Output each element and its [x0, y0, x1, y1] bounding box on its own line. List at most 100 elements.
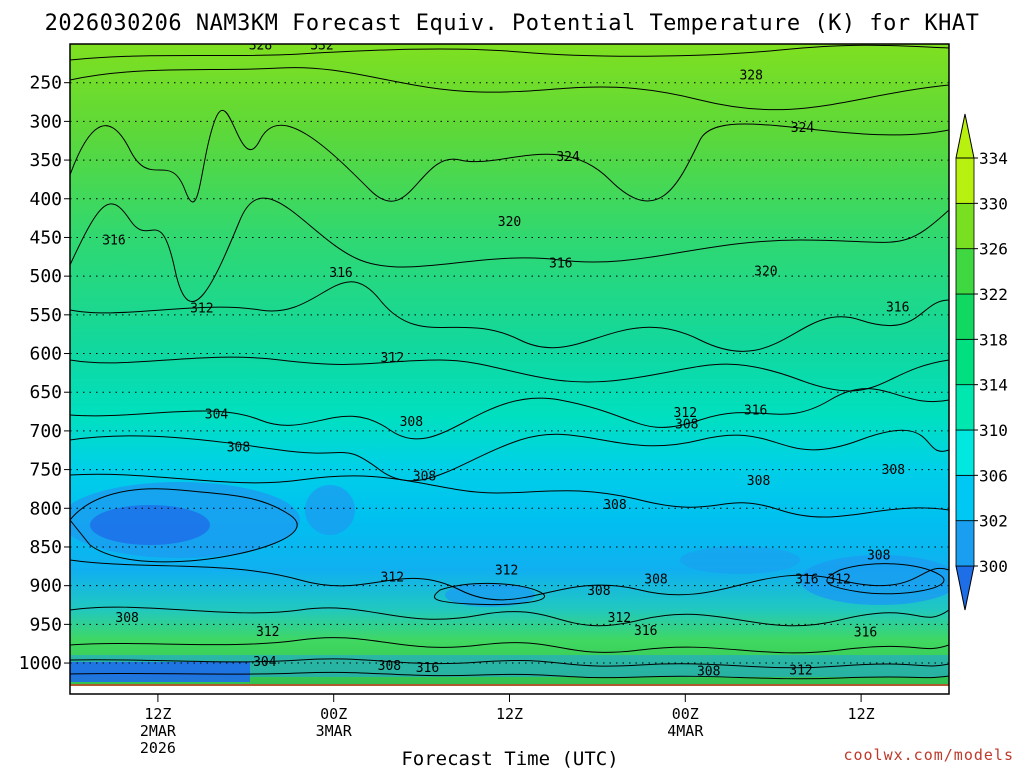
- y-tick-label: 900: [29, 576, 62, 597]
- contour-label: 332: [310, 38, 333, 53]
- contour-label: 316: [795, 572, 818, 587]
- y-tick-label: 650: [29, 382, 62, 403]
- colorbar-tick-label: 310: [979, 421, 1008, 440]
- colorbar-tick-label: 300: [979, 557, 1008, 576]
- y-tick-label: 700: [29, 421, 62, 442]
- contour-label: 312: [789, 664, 812, 679]
- contour-line: [70, 606, 949, 627]
- contour-label: 308: [115, 611, 138, 626]
- contour-label: 328: [739, 69, 762, 84]
- contour-label: 328: [249, 38, 272, 53]
- colorbar-segment: [955, 384, 975, 431]
- contour-label: 308: [644, 572, 667, 587]
- contour-label: 308: [675, 417, 698, 432]
- contour-label: 308: [587, 584, 610, 599]
- colorbar-tick-label: 306: [979, 466, 1008, 485]
- x-tick-label: 12Z: [848, 705, 875, 723]
- x-tick-label: 12Z: [496, 705, 523, 723]
- y-tick-label: 550: [29, 305, 62, 326]
- contour-label: 316: [886, 301, 909, 316]
- contour-label: 316: [634, 624, 657, 639]
- y-tick-label: 500: [29, 266, 62, 287]
- credit-text: coolwx.com/models: [843, 746, 1014, 764]
- contour-line: [70, 197, 949, 302]
- colorbar-segment: [955, 293, 975, 340]
- contour-label: 312: [674, 406, 697, 421]
- contour-line: [70, 671, 949, 680]
- contour-line: [70, 429, 949, 482]
- contour-label: 312: [827, 572, 850, 587]
- cold-pocket: [305, 485, 355, 535]
- colorbar-segment: [955, 474, 975, 522]
- y-tick-label: 800: [29, 498, 62, 519]
- contour-label: 308: [867, 548, 890, 563]
- contour-line: [70, 473, 949, 518]
- colorbar-tick-label: 334: [979, 149, 1008, 168]
- contour-label: 312: [381, 571, 404, 586]
- contour-label: 308: [378, 659, 401, 674]
- contour-line: [70, 356, 949, 392]
- contour-lines: [70, 44, 949, 680]
- colorbar-tick-label: 322: [979, 285, 1008, 304]
- y-tick-label: 450: [29, 227, 62, 248]
- contour-label: 304: [205, 407, 229, 422]
- contour-label: 316: [744, 404, 767, 419]
- contour-label: 316: [416, 661, 439, 676]
- contour-label: 308: [400, 415, 423, 430]
- x-tick-label: 00Z: [320, 705, 347, 723]
- contour-label: 312: [190, 301, 213, 316]
- contour-line: [70, 559, 949, 601]
- colorbar-tick-label: 302: [979, 512, 1008, 531]
- x-axis-label: Forecast Time (UTC): [401, 748, 618, 768]
- contour-line: [70, 67, 949, 111]
- contour-line: [70, 658, 949, 669]
- cold-pocket: [90, 505, 210, 545]
- colorbar-tick-label: 330: [979, 194, 1008, 213]
- contour-label: 316: [549, 257, 572, 272]
- colorbar-segment: [955, 520, 975, 567]
- contour-label: 312: [608, 611, 631, 626]
- contour-label: 312: [256, 625, 279, 640]
- cold-layer: [70, 662, 250, 682]
- colorbar-tick-label: 314: [979, 376, 1008, 395]
- y-tick-label: 850: [29, 537, 62, 558]
- y-tick-label: 1000: [19, 653, 62, 674]
- colorbar-tick-label: 318: [979, 330, 1008, 349]
- colorbar-triangle-high: [955, 113, 975, 159]
- contour-line: [70, 488, 298, 563]
- x-tick-label: 12Z: [144, 705, 171, 723]
- contour-label: 308: [882, 463, 905, 478]
- x-tick-label: 3MAR: [316, 722, 353, 740]
- y-tick-label: 300: [29, 111, 62, 132]
- y-tick-label: 950: [29, 614, 62, 635]
- contour-label: 312: [381, 351, 404, 366]
- x-tick-label: 2MAR: [140, 722, 177, 740]
- colorbar-tick-label: 326: [979, 240, 1008, 259]
- y-tick-label: 400: [29, 189, 62, 210]
- contour-line: [434, 582, 545, 605]
- y-tick-label: 350: [29, 150, 62, 171]
- contour-line: [70, 281, 949, 352]
- contour-label: 320: [498, 215, 521, 230]
- contour-label: 316: [854, 626, 877, 641]
- y-tick-label: 250: [29, 73, 62, 94]
- contour-labels: 328 3323283243243203203163163163163163123…: [102, 38, 909, 679]
- colorbar-triangle-low: [955, 565, 975, 611]
- contour-label: 316: [102, 233, 125, 248]
- contour-label: 320: [754, 264, 777, 279]
- contour-label: 304: [253, 655, 277, 670]
- contour-label: 324: [556, 150, 580, 165]
- contour-line: [70, 44, 949, 61]
- contour-label: 316: [329, 266, 352, 281]
- y-tick-label: 750: [29, 460, 62, 481]
- colorbar-segment: [955, 157, 975, 204]
- contour-label: 308: [227, 441, 250, 456]
- contour-line: [70, 388, 949, 440]
- contour-line: [70, 110, 949, 203]
- y-axis: 250 300 350 400 450 500 550 600 650 700 750 800 850 9…: [19, 73, 70, 674]
- contour-line: [70, 637, 949, 654]
- x-tick-label: 00Z: [672, 705, 699, 723]
- x-tick-label: 2026: [140, 739, 176, 757]
- colorbar: 300 302 306 310 314 318 322 326 330 334: [955, 113, 1008, 611]
